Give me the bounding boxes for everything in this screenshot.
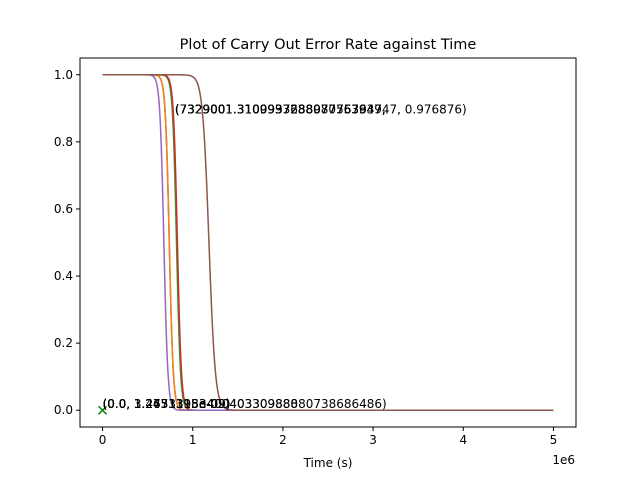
y-tick-label: 0.6: [54, 202, 73, 216]
annotation-upper-4: (7329001.3109937288077763947,: [175, 102, 386, 116]
x-tick-label: 4: [459, 433, 467, 447]
y-axis: 0.0 0.2 0.4 0.6 0.8 1.0: [54, 68, 80, 417]
x-axis-label: Time (s): [303, 456, 353, 470]
x-tick-label: 0: [99, 433, 107, 447]
annotation-lower-2: (0.0, 1.2451315e-09): [103, 397, 231, 411]
y-tick-label: 0.8: [54, 135, 73, 149]
annotations: (7329001.3109937288077763947, (7329001.3…: [103, 102, 467, 411]
annotation-lower-3: (0.0, 3.4671315e-09): [103, 397, 231, 411]
y-tick-label: 0.4: [54, 269, 73, 283]
plot-area: [98, 74, 554, 415]
annotation-upper-3: (7329001.3109937288077763947,: [175, 102, 386, 116]
y-tick-label: 0.0: [54, 403, 73, 417]
annotation-lower-5: (0.0, 1.27331983400403309888: [103, 397, 299, 411]
x-tick-label: 1: [189, 433, 197, 447]
x-tick-label: 5: [550, 433, 558, 447]
annotation-lower-6: (0.0, 1.2733198340040330988080738686486): [103, 397, 387, 411]
y-tick-label: 0.2: [54, 336, 73, 350]
series-line-6: [102, 74, 554, 411]
annotation-upper-2: (7329001.3109937288077763947,: [175, 102, 386, 116]
x-offset-label: 1e6: [552, 453, 575, 467]
x-tick-label: 2: [279, 433, 287, 447]
annotation-lower-4: (0.0, 1.2451315e-09): [103, 397, 231, 411]
x-axis: 0 1 2 3 4 5: [99, 427, 558, 447]
axes-frame: [79, 57, 577, 428]
x-tick-label: 3: [369, 433, 377, 447]
annotation-lower-1: (0.0, 1.2451315e-09): [103, 397, 231, 411]
annotation-upper-5: (7329001.310099363898055763947, 0.976876…: [175, 102, 467, 116]
chart-title: Plot of Carry Out Error Rate against Tim…: [180, 37, 477, 53]
marker-point: [98, 405, 108, 415]
annotation-upper-1: (7329001.3109937288077763947,: [175, 102, 386, 116]
y-tick-label: 1.0: [54, 68, 73, 82]
